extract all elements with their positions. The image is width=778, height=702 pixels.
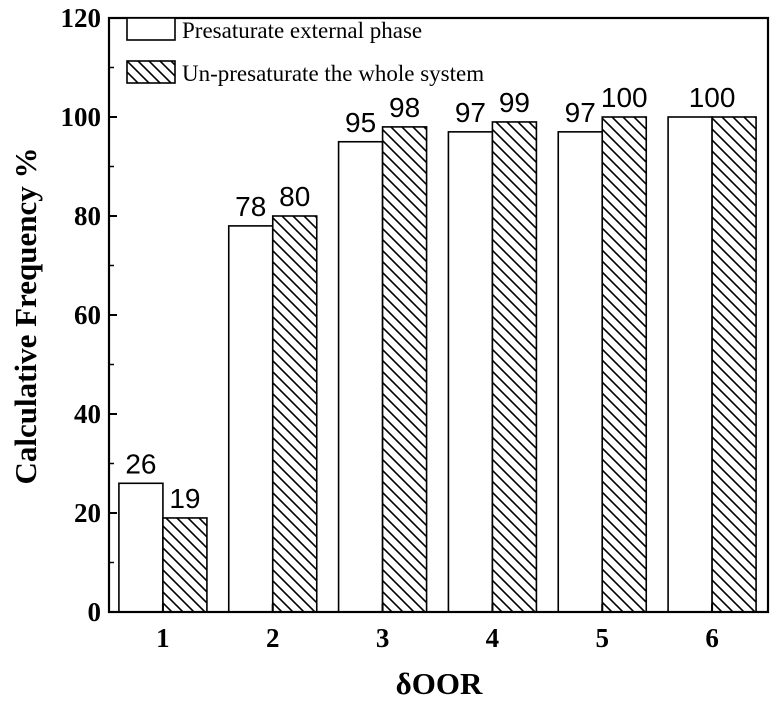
x-tick-label-2: 2 xyxy=(266,623,280,653)
x-tick-label-4: 4 xyxy=(486,623,500,653)
y-tick-label-40: 40 xyxy=(74,399,101,429)
bar-s1-5 xyxy=(557,131,604,613)
data-label-s1-1: 26 xyxy=(125,448,156,479)
legend-swatch-presaturate xyxy=(126,17,176,41)
bar-s1-2 xyxy=(227,225,274,613)
legend-swatch-unpresaturate xyxy=(126,60,176,84)
data-label-s2-2: 80 xyxy=(279,181,310,212)
bar-s2-5 xyxy=(601,116,648,613)
legend: Presaturate external phase Un-presaturat… xyxy=(126,17,484,86)
bar-s1-1 xyxy=(118,482,164,613)
bar-s2-3 xyxy=(381,126,428,613)
x-tick-label-5: 5 xyxy=(596,623,610,653)
legend-label-presaturate: Presaturate external phase xyxy=(182,18,422,43)
data-label-s1-4: 97 xyxy=(455,97,486,128)
data-label-s2-3: 98 xyxy=(389,92,420,123)
x-tick-label-6: 6 xyxy=(705,623,719,653)
bar-s1-6 xyxy=(667,116,713,613)
y-tick-label-80: 80 xyxy=(74,201,101,231)
data-label-s2-4: 99 xyxy=(499,87,530,118)
data-label-s1-2: 78 xyxy=(235,191,266,222)
y-tick-label-60: 60 xyxy=(74,300,101,330)
data-label-s2-5: 100 xyxy=(601,82,648,113)
y-tick-label-120: 120 xyxy=(61,3,102,33)
y-axis-title: Calculative Frequency % xyxy=(8,148,43,485)
data-label-s1-6: 100 xyxy=(689,82,736,113)
y-tick-label-100: 100 xyxy=(61,102,102,132)
x-tick-label-3: 3 xyxy=(376,623,390,653)
y-tick-label-20: 20 xyxy=(74,498,101,528)
bar-s1-4 xyxy=(447,131,494,613)
y-tick-label-0: 0 xyxy=(88,597,102,627)
bar-s1-3 xyxy=(337,140,384,613)
data-label-s2-1: 19 xyxy=(169,483,200,514)
legend-label-unpresaturate: Un-presaturate the whole system xyxy=(182,61,484,86)
x-tick-label-1: 1 xyxy=(156,623,170,653)
bar-s2-4 xyxy=(491,121,538,613)
bar-s2-1 xyxy=(162,517,208,613)
data-label-s1-3: 95 xyxy=(345,107,376,138)
bar-s2-2 xyxy=(271,215,318,613)
bar-s2-6 xyxy=(711,116,757,613)
x-axis-title: δOOR xyxy=(396,666,483,701)
data-label-s1-5: 97 xyxy=(565,97,596,128)
